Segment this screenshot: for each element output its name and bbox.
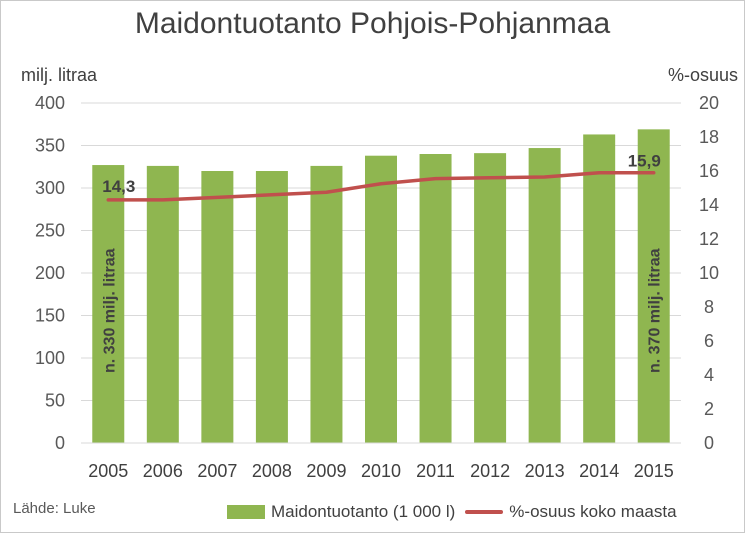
x-tick-label: 2013 [525, 461, 565, 481]
y-right-tick-label: 4 [704, 365, 714, 385]
x-tick-label: 2015 [634, 461, 674, 481]
x-tick-label: 2012 [470, 461, 510, 481]
bar-2015 [637, 129, 670, 443]
y-left-tick-label: 0 [55, 433, 65, 453]
y-right-tick-label: 6 [704, 331, 714, 351]
x-tick-label: 2007 [197, 461, 237, 481]
y-right-tick-label: 0 [704, 433, 714, 453]
legend-label-production: Maidontuotanto (1 000 l) [271, 502, 456, 521]
bar-2013 [528, 148, 561, 444]
y-left-tick-label: 350 [35, 136, 65, 156]
y-right-tick-label: 16 [699, 161, 719, 181]
y-left-tick-label: 300 [35, 178, 65, 198]
y-right-tick-label: 12 [699, 229, 719, 249]
y-right-tick-label: 8 [704, 297, 714, 317]
bar-2006 [146, 165, 179, 443]
x-tick-label: 2008 [252, 461, 292, 481]
y-left-tick-label: 200 [35, 263, 65, 283]
bar-2010 [365, 155, 397, 443]
chart-title: Maidontuotanto Pohjois-Pohjanmaa [134, 7, 611, 40]
data-label-last: 15,9 [628, 152, 661, 171]
y-left-tick-label: 250 [35, 221, 65, 241]
x-tick-label: 2011 [416, 461, 455, 481]
y-left-tick-label: 100 [35, 348, 65, 368]
x-tick-label: 2014 [579, 461, 619, 481]
bar-2007 [201, 171, 234, 443]
x-tick-label: 2010 [361, 461, 401, 481]
x-tick-label: 2009 [306, 461, 346, 481]
y-right-tick-label: 14 [699, 195, 719, 215]
bar-2012 [474, 153, 507, 443]
source-note: Lähde: Luke [13, 500, 96, 517]
y-axis-right-title: %-osuus [667, 65, 738, 85]
legend-swatch-bar [227, 505, 265, 519]
legend-swatch-line [465, 510, 504, 514]
annotation-2005: n. 330 milj. litraa [101, 248, 118, 373]
y-right-tick-label: 10 [699, 263, 719, 283]
y-left-tick-label: 50 [45, 391, 65, 411]
x-tick-label: 2006 [143, 461, 183, 481]
y-left-tick-label: 150 [35, 306, 65, 326]
x-tick-label: 2005 [88, 461, 128, 481]
bar-2014 [583, 134, 616, 443]
bar-2009 [310, 165, 343, 443]
y-right-tick-label: 2 [704, 399, 714, 419]
y-right-tick-label: 20 [699, 93, 719, 113]
y-right-tick-label: 18 [699, 127, 719, 147]
bar-2011 [419, 154, 452, 443]
y-left-tick-label: 400 [35, 93, 65, 113]
share-line [106, 170, 656, 202]
legend-label-share: %-osuus koko maasta [509, 502, 677, 521]
annotation-2015: n. 370 milj. litraa [647, 248, 664, 373]
legend: Maidontuotanto (1 000 l) %-osuus koko ma… [227, 501, 677, 523]
bar-2005 [92, 165, 125, 444]
y-axis-left-title: milj. litraa [21, 65, 98, 85]
bar-2008 [255, 171, 288, 443]
data-label-first: 14,3 [102, 177, 135, 196]
